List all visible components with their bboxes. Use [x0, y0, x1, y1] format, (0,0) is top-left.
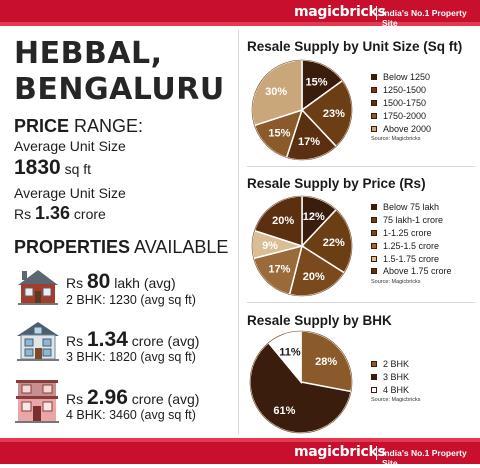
- legend-item-1-1: 75 lakh-1 crore: [371, 214, 452, 227]
- legend-swatch: [371, 112, 377, 119]
- legend-label: 1.5-1.75 crore: [383, 253, 440, 264]
- legend-item-1-0: Below 75 lakh: [371, 201, 452, 214]
- pie-label-2-2: 11%: [279, 346, 301, 358]
- legend-label: 4 BHK: [383, 384, 410, 395]
- legend-swatch: [371, 74, 377, 81]
- legend-item-1-2: 1-1.25 crore: [371, 227, 452, 240]
- chart-2-legend: Below 75 lakh 75 lakh-1 crore 1-1.25 crore…: [371, 201, 452, 285]
- legend-label: 1750-2000: [383, 110, 427, 121]
- legend-label: 1-1.25 crore: [383, 227, 432, 238]
- pie-outline-0: [251, 59, 353, 161]
- chart-1-legend: Below 1250 1250-1500 1500-1750 1750-2000 Abo…: [371, 71, 431, 142]
- chart-1-title: Resale Supply by Unit Size (Sq ft): [247, 39, 463, 54]
- legend-swatch: [371, 242, 377, 249]
- legend-item-2-2: 4 BHK: [371, 384, 421, 397]
- legend-item-0-0: Below 1250: [371, 71, 431, 84]
- legend-swatch: [371, 125, 377, 132]
- legend-item-2-1: 3 BHK: [371, 371, 421, 384]
- legend-label: 1250-1500: [383, 85, 427, 96]
- brand-logo: magicbricks: [294, 4, 386, 20]
- pie-label-2-0: 28%: [315, 356, 337, 368]
- avg-price-value: Rs 1.36 crore: [14, 203, 106, 223]
- legend-swatch: [371, 255, 377, 262]
- legend-label: 2 BHK: [383, 359, 410, 370]
- pie-label-0-4: 30%: [265, 86, 287, 98]
- chart-source: Source: Magicbricks: [371, 278, 421, 285]
- chart-3-title: Resale Supply by BHK: [247, 313, 392, 328]
- footer-brand-tagline: India's No.1 Property Site: [382, 448, 467, 468]
- property-1-price: Rs 80 lakh (avg): [66, 270, 176, 293]
- legend-item-0-1: 1250-1500: [371, 84, 431, 97]
- pie-outline-2: [249, 330, 353, 434]
- pie-label-1-4: 9%: [262, 240, 278, 252]
- brand-tagline: India's No.1 Property Site: [382, 8, 467, 28]
- unit-size-value: 1830 sq ft: [14, 156, 92, 179]
- legend-label: 1.25-1.5 crore: [383, 240, 440, 251]
- legend-label: 75 lakh-1 crore: [383, 215, 444, 226]
- legend-swatch: [371, 374, 377, 381]
- chart-source: Source: Magicbricks: [371, 135, 421, 142]
- chart-2-rule: [247, 302, 475, 303]
- top-banner: magicbricks India's No.1 Property Site: [0, 0, 480, 28]
- price-range-heading: PRICE RANGE:: [14, 116, 144, 136]
- legend-label: Below 75 lakh: [383, 202, 440, 213]
- legend-item-0-3: 1750-2000: [371, 109, 431, 122]
- chart-source: Source: Magicbricks: [371, 397, 421, 404]
- small-house-icon: [18, 270, 58, 305]
- avg-price-label: Average Unit Size: [14, 185, 126, 201]
- chart-1-rule: [247, 166, 475, 167]
- legend-swatch: [371, 217, 377, 224]
- unit-size-label: Average Unit Size: [14, 138, 126, 154]
- pie-label-0-1: 23%: [323, 108, 345, 120]
- legend-swatch: [371, 204, 377, 211]
- legend-label: Below 1250: [383, 72, 431, 83]
- pie-outline-1: [251, 195, 353, 297]
- pie-label-1-1: 22%: [323, 237, 345, 249]
- property-3-price: Rs 2.96 crore (avg): [66, 386, 200, 409]
- pie-label-1-3: 17%: [268, 264, 290, 276]
- legend-swatch: [371, 268, 377, 275]
- location-line2: BENGALURU: [14, 72, 225, 107]
- pie-label-0-2: 17%: [298, 136, 320, 148]
- pie-label-0-3: 15%: [268, 128, 290, 140]
- property-2-detail: 3 BHK: 1820 (avg sq ft): [66, 350, 196, 364]
- legend-item-1-4: 1.5-1.75 crore: [371, 252, 452, 265]
- pie-label-1-0: 12%: [303, 211, 325, 223]
- legend-item-2-0: 2 BHK: [371, 358, 421, 371]
- house-icon: [17, 322, 59, 361]
- property-1-detail: 2 BHK: 1230 (avg sq ft): [66, 293, 196, 307]
- legend-item-0-4: Above 2000: [371, 122, 431, 135]
- legend-label: 3 BHK: [383, 372, 410, 383]
- bottom-banner: magicbricks India's No.1 Property Site: [0, 438, 480, 468]
- legend-swatch: [371, 361, 377, 368]
- legend-swatch: [371, 87, 377, 94]
- property-3-detail: 4 BHK: 3460 (avg sq ft): [66, 408, 196, 422]
- chart-3-legend: 2 BHK 3 BHK 4 BHK Source: Magicbricks: [371, 358, 421, 403]
- pie-label-1-2: 20%: [303, 271, 325, 283]
- legend-label: Above 2000: [383, 123, 432, 134]
- legend-swatch: [371, 99, 377, 106]
- chart-2-title: Resale Supply by Price (Rs): [247, 176, 426, 191]
- legend-label: 1500-1750: [383, 97, 427, 108]
- footer-brand-logo: magicbricks: [294, 444, 386, 460]
- location-line1: HEBBAL,: [14, 36, 163, 71]
- pie-label-0-0: 15%: [306, 76, 328, 88]
- properties-heading: PROPERTIES AVAILABLE: [14, 237, 229, 257]
- legend-label: Above 1.75 crore: [383, 266, 452, 277]
- legend-swatch: [371, 386, 377, 393]
- legend-item-1-3: 1.25-1.5 crore: [371, 239, 452, 252]
- legend-item-0-2: 1500-1750: [371, 97, 431, 110]
- property-2-price: Rs 1.34 crore (avg): [66, 328, 200, 351]
- legend-swatch: [371, 229, 377, 236]
- villa-icon: [15, 380, 59, 423]
- column-divider: [238, 30, 239, 434]
- pie-label-2-1: 61%: [273, 405, 295, 417]
- pie-label-1-5: 20%: [272, 215, 294, 227]
- legend-item-1-5: Above 1.75 crore: [371, 265, 452, 278]
